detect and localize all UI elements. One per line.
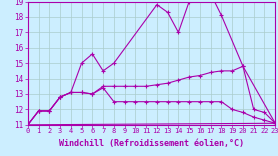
X-axis label: Windchill (Refroidissement éolien,°C): Windchill (Refroidissement éolien,°C) <box>59 139 244 148</box>
